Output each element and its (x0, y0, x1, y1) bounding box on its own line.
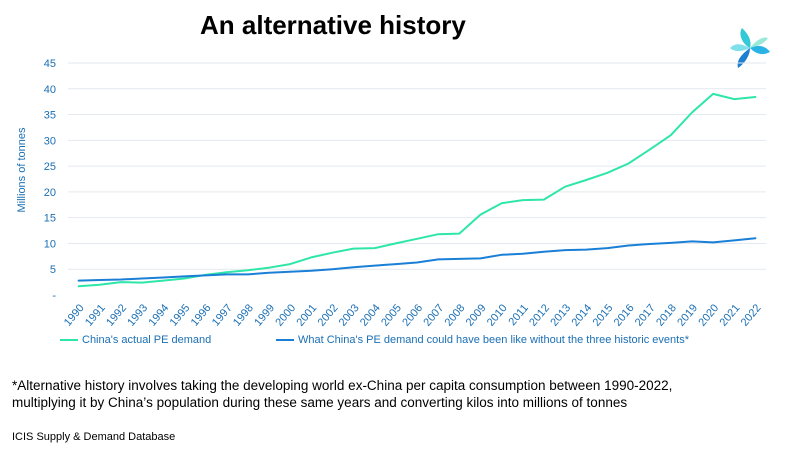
x-tick-label: 2007 (421, 302, 446, 328)
series-line-actual (77, 92, 757, 288)
x-tick-label: 2001 (295, 302, 320, 328)
x-tick-label: 1997 (210, 302, 235, 328)
y-tick-label: 25 (44, 161, 56, 173)
legend-swatch-alternative (276, 339, 294, 341)
y-tick-label: 35 (44, 110, 56, 122)
x-tick-label: 2006 (400, 302, 425, 328)
x-tick-label: 1992 (104, 302, 129, 328)
chart-title: An alternative history (200, 10, 466, 40)
x-tick-label: 2021 (718, 302, 743, 328)
x-tick-label: 2016 (612, 302, 637, 328)
x-tick-label: 2003 (337, 302, 362, 328)
line-chart: -510152025303540451990199119921993199419… (44, 58, 766, 329)
x-tick-label: 1990 (62, 302, 87, 328)
x-tick-label: 2010 (485, 302, 510, 328)
x-tick-label: 1994 (146, 302, 171, 328)
x-tick-label: 2012 (527, 302, 552, 328)
y-tick-label: 20 (44, 187, 56, 199)
x-tick-label: 2002 (316, 302, 341, 328)
x-tick-label: 2000 (273, 302, 298, 328)
source-note: ICIS Supply & Demand Database (12, 431, 176, 443)
legend-item-actual: China's actual PE demand (60, 334, 211, 346)
x-tick-label: 2008 (443, 302, 468, 328)
x-tick-label: 1991 (83, 302, 108, 328)
x-tick-label: 2017 (633, 302, 658, 328)
x-tick-label: 2009 (464, 302, 489, 328)
x-tick-label: 2013 (548, 302, 573, 328)
x-tick-label: 2018 (654, 302, 679, 328)
y-tick-label: - (52, 290, 56, 302)
x-tick-label: 2019 (675, 302, 700, 328)
x-tick-label: 1999 (252, 302, 277, 328)
x-tick-label: 2015 (591, 302, 616, 328)
x-tick-label: 1995 (168, 302, 193, 328)
y-tick-label: 10 (44, 238, 56, 250)
footnote-line-2: multiplying it by China’s population dur… (12, 395, 628, 410)
x-tick-label: 1996 (189, 302, 214, 328)
footnote-line-1: *Alternative history involves taking the… (12, 378, 673, 393)
x-tick-label: 2020 (696, 302, 721, 328)
series-line-alternative (77, 237, 757, 282)
y-tick-label: 40 (44, 84, 56, 96)
x-tick-label: 2022 (739, 302, 764, 328)
y-tick-label: 45 (44, 58, 56, 70)
x-tick-label: 2004 (358, 302, 383, 328)
legend-label-alternative: What China's PE demand could have been l… (298, 334, 689, 346)
x-tick-label: 1993 (125, 302, 150, 328)
x-tick-label: 2011 (507, 302, 531, 328)
x-tick-label: 1998 (231, 302, 256, 328)
y-tick-label: 15 (44, 213, 56, 225)
legend-item-alternative: What China's PE demand could have been l… (276, 334, 689, 346)
y-tick-label: 5 (50, 264, 56, 276)
x-tick-label: 2005 (379, 302, 404, 328)
legend-swatch-actual (60, 339, 78, 341)
y-tick-label: 30 (44, 135, 56, 147)
legend-label-actual: China's actual PE demand (82, 334, 212, 346)
x-tick-label: 2014 (569, 302, 594, 328)
